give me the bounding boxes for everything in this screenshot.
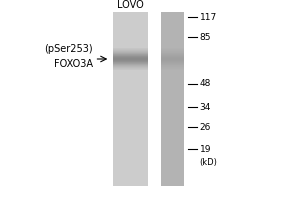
Bar — [161, 62, 184, 63]
Bar — [113, 55, 148, 56]
Bar — [113, 69, 148, 70]
Bar — [113, 67, 148, 68]
Bar — [113, 64, 148, 65]
Text: 85: 85 — [200, 32, 211, 42]
Bar — [113, 49, 148, 50]
Bar — [161, 64, 184, 65]
Bar — [161, 52, 184, 53]
Bar — [161, 58, 184, 59]
Bar — [161, 67, 184, 68]
Text: 26: 26 — [200, 122, 211, 132]
Bar — [161, 55, 184, 56]
Bar — [113, 62, 148, 63]
Bar — [113, 59, 148, 60]
Bar — [161, 56, 184, 57]
Bar — [113, 63, 148, 64]
Bar — [113, 61, 148, 62]
Bar — [161, 51, 184, 52]
Bar — [161, 68, 184, 69]
Bar — [113, 66, 148, 67]
Bar — [113, 48, 148, 49]
Bar — [161, 63, 184, 64]
Bar — [161, 66, 184, 67]
Text: 48: 48 — [200, 79, 211, 88]
Text: 34: 34 — [200, 102, 211, 112]
Text: (kD): (kD) — [200, 158, 217, 168]
Bar — [113, 58, 148, 59]
Bar — [161, 69, 184, 70]
Bar — [161, 53, 184, 54]
Bar — [161, 49, 184, 50]
Bar — [161, 60, 184, 61]
Bar — [161, 50, 184, 51]
Text: LOVO: LOVO — [117, 0, 144, 10]
Bar — [161, 59, 184, 60]
Bar — [113, 51, 148, 52]
Bar — [161, 57, 184, 58]
Text: 19: 19 — [200, 144, 211, 154]
Bar — [113, 12, 148, 186]
Bar — [113, 52, 148, 53]
Bar — [113, 65, 148, 66]
Bar — [113, 54, 148, 55]
Bar — [113, 50, 148, 51]
Bar — [161, 54, 184, 55]
Bar — [113, 53, 148, 54]
Bar — [113, 60, 148, 61]
Bar — [161, 12, 184, 186]
Bar — [161, 65, 184, 66]
Text: 117: 117 — [200, 12, 217, 21]
Bar — [113, 56, 148, 57]
Text: FOXO3A: FOXO3A — [54, 59, 93, 69]
Bar — [161, 48, 184, 49]
Text: (pSer253): (pSer253) — [44, 44, 93, 54]
Bar — [161, 61, 184, 62]
Bar — [113, 68, 148, 69]
Bar — [113, 57, 148, 58]
